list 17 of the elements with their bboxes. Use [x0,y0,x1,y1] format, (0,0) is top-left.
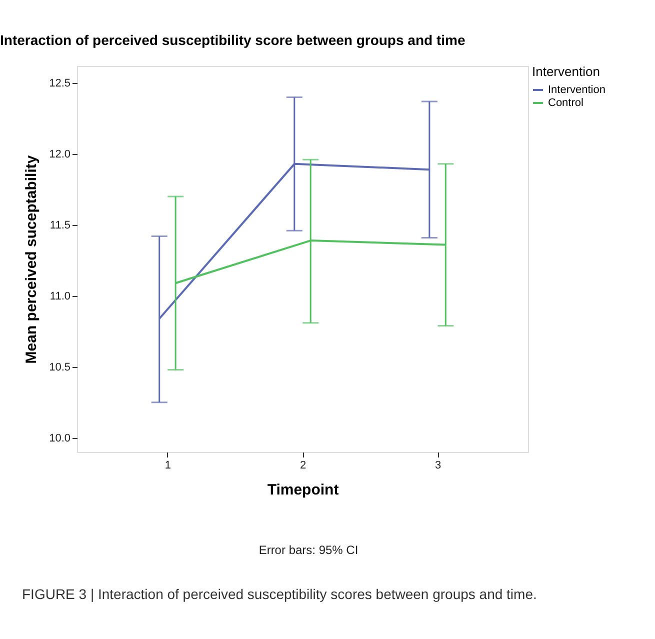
caption: FIGURE 3 | Interaction of perceived susceptibility scores between groups and time. [22,586,537,602]
x-tick-label: 2 [300,460,306,472]
y-axis-title: Mean perceived suceptability [23,154,40,364]
x-tick-label: 3 [434,460,442,472]
y-tick-label: 10.0 [49,432,70,444]
legend-title: Intervention [532,64,600,79]
x-axis-title: Timepoint [267,482,339,498]
legend-label: Intervention [548,84,606,96]
y-tick-label: 12.5 [49,78,70,90]
y-tick-label: 11.0 [50,290,70,302]
chart-title: Interaction of perceived susceptibility score between groups and time [0,32,466,48]
y-tick-label: 10.5 [49,361,70,374]
legend-label: Control [548,97,584,109]
y-tick-label: 11.5 [50,219,70,232]
y-tick-label: 12.0 [49,148,70,160]
x-tick-label: 1 [164,460,172,472]
text: Error bars: 95% CI [258,543,358,557]
